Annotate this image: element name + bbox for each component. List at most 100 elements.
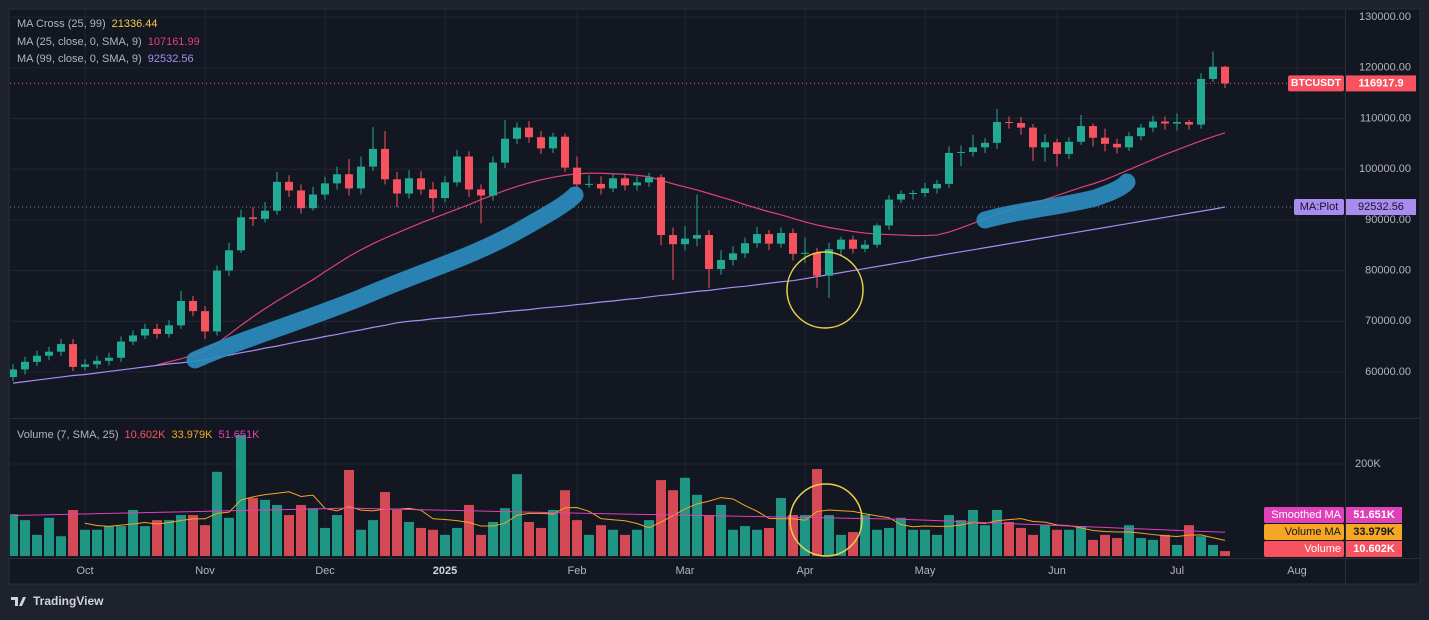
candle-body [489,162,497,196]
volume-bar [380,492,390,556]
x-tick-label: Jun [1048,565,1066,577]
legend-value: 21336.44 [112,18,158,30]
volume-bar [1220,551,1230,556]
volume-bar [284,515,294,556]
candle-body [129,335,137,342]
volume-bar [1016,527,1026,556]
volume-tag [1264,524,1344,540]
volume-bar [1028,534,1038,556]
candle-body [1017,123,1025,128]
candle-body [177,300,185,326]
volume-bar [392,510,402,556]
candle-body [549,136,557,149]
candle-body [957,151,965,153]
candle-body [201,311,209,332]
volume-bar [980,525,990,556]
candle-body [225,250,233,271]
volume-value-tag-text: 10.602K [1353,543,1395,555]
highlight-stroke [186,186,584,369]
volume-bar [908,529,918,556]
y-tick-label: 70000.00 [1365,315,1411,327]
candle-body [945,152,953,184]
ma-tag [1294,199,1344,216]
candle-body [1065,141,1073,154]
candle-body [405,178,413,194]
candle-body [1209,66,1217,79]
candle-body [633,182,641,186]
logo-text: TradingView [33,594,104,608]
volume-bar [728,529,738,556]
volume-bar [740,526,750,556]
candle-body [729,253,737,260]
volume-bar [956,520,966,556]
x-tick-label: Nov [195,565,215,577]
volume-bar [692,494,702,556]
candle-body [1041,142,1049,148]
ma-tag-text: MA:Plot [1300,201,1339,213]
volume-bar [176,515,186,556]
highlight-stroke [976,173,1136,229]
marks-layer [10,51,1345,556]
volume-value-tag [1346,524,1402,540]
candle-body [153,328,161,334]
volume-bar [1124,525,1134,556]
volume-bar [344,469,354,556]
y-tick-label: 80000.00 [1365,264,1411,276]
legend-name: MA (99, close, 0, SMA, 9) [17,53,142,65]
candle-body [165,325,173,334]
x-tick-label: Aug [1287,565,1307,577]
volume-bar [548,510,558,556]
ma-value-tag-text: 92532.56 [1358,201,1404,213]
x-tick-label: 2025 [433,565,457,577]
highlight-circle [789,483,863,557]
volume-bar [1100,534,1110,556]
volume-bar [656,480,666,556]
candle-body [465,156,473,190]
candle-body [1053,142,1061,154]
volume-bar [536,527,546,556]
candle-body [381,148,389,180]
legend-name: Volume (7, SMA, 25) [17,429,119,441]
x-tick-label: Oct [76,565,93,577]
y-tick-label: 90000.00 [1365,214,1411,226]
volume-bar [476,534,486,556]
candle-body [597,183,605,189]
volume-bar [80,529,90,556]
candle-body [873,225,881,245]
volume-bar [212,471,222,556]
candle-body [693,235,701,239]
volume-bar [1208,544,1218,556]
volume-bar [764,527,774,556]
volume-tag [1264,507,1344,523]
candle-body [573,167,581,185]
candle-body [1077,126,1085,142]
candle-body [1173,122,1181,124]
candle-body [705,235,713,270]
symbol-tag-text: BTCUSDT [1291,77,1342,89]
volume-bar [1004,521,1014,556]
volume-bar [140,526,150,556]
volume-bar [752,529,762,556]
volume-bar [560,490,570,556]
volume-bar [188,515,198,556]
candle-body [33,355,41,362]
candle-body [801,252,809,254]
candle-body [21,361,29,370]
candle-body [1137,127,1145,137]
candle-body [453,156,461,183]
annotations [186,173,1136,557]
candle-body [45,351,53,356]
candle-body [1029,127,1037,148]
candle-body [585,183,593,185]
candle-body [69,344,77,367]
candle-body [333,174,341,184]
candle-body [1113,143,1121,148]
candle-body [789,233,797,254]
candle-body [273,181,281,211]
logo-icon [11,597,26,606]
legend-value: 51.651K [218,429,260,441]
candle-body [561,136,569,168]
volume-tag-text: Smoothed MA [1271,509,1341,521]
candle-body [621,178,629,186]
y-tick-label: 200K [1355,458,1381,470]
